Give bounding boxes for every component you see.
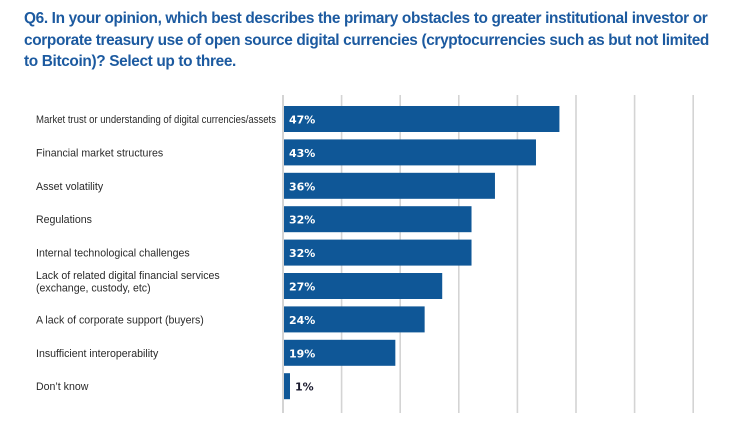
category-label: Lack of related digital financial servic… <box>36 270 220 295</box>
value-label: 36% <box>289 180 315 193</box>
category-label-line: Lack of related digital financial servic… <box>36 270 220 282</box>
bar <box>284 339 396 366</box>
value-label: 27% <box>289 281 315 294</box>
category-label-line: Financial market structures <box>36 147 163 159</box>
bars <box>284 106 560 400</box>
category-label-line: (exchange, custody, etc) <box>36 283 151 295</box>
bar <box>284 373 290 400</box>
category-label-line: Internal technological challenges <box>36 248 190 260</box>
value-label: 1% <box>295 381 314 394</box>
value-label: 47% <box>289 114 315 127</box>
bar <box>284 139 536 166</box>
value-label: 32% <box>289 247 315 260</box>
value-label: 43% <box>289 147 315 160</box>
category-label-line: A lack of corporate support (buyers) <box>36 314 204 326</box>
bar <box>284 239 472 266</box>
value-labels: 47% 43% 36% 32% 32% 27% 24% 19% 1% <box>289 114 315 394</box>
category-label: Don’t know <box>36 381 89 393</box>
bar <box>284 306 425 333</box>
category-label-line: Asset volatility <box>36 181 104 193</box>
bar <box>284 273 443 299</box>
chart-title: Q6. In your opinion, which best describe… <box>24 10 709 70</box>
category-label: Financial market structures <box>36 147 163 159</box>
value-label: 19% <box>289 347 315 360</box>
bar <box>284 106 560 132</box>
bar <box>284 172 495 199</box>
category-label: Asset volatility <box>36 181 104 193</box>
category-label-line: Market trust or understanding of digital… <box>36 114 276 126</box>
bar <box>284 206 472 233</box>
category-label: A lack of corporate support (buyers) <box>36 314 204 326</box>
value-label: 32% <box>289 214 315 227</box>
category-label-line: Don’t know <box>36 381 89 393</box>
category-label: Market trust or understanding of digital… <box>36 114 276 126</box>
value-label: 24% <box>289 314 315 327</box>
category-label-line: Insufficient interoperability <box>36 348 159 360</box>
category-labels: Market trust or understanding of digital… <box>36 114 276 393</box>
category-label: Regulations <box>36 214 92 226</box>
category-label: Insufficient interoperability <box>36 348 159 360</box>
category-label: Internal technological challenges <box>36 248 190 260</box>
category-label-line: Regulations <box>36 214 92 226</box>
